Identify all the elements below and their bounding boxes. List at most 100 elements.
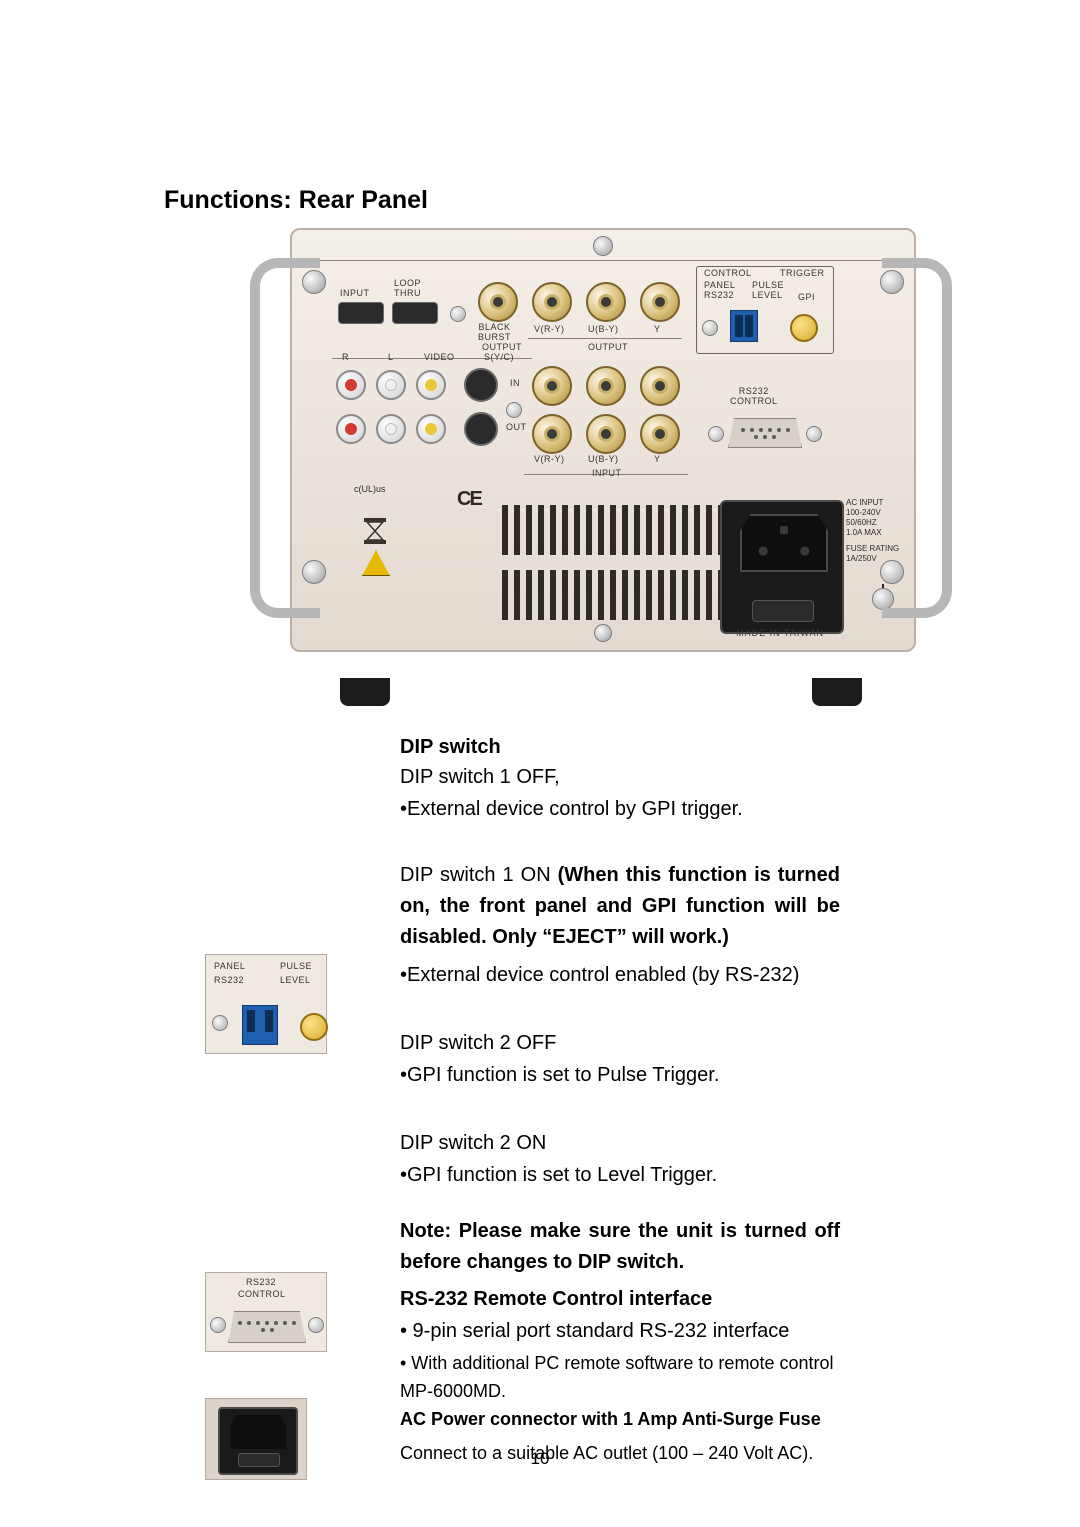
label-y2: Y [654,454,661,464]
dip2-off-bullet: •GPI function is set to Pulse Trigger. [400,1060,840,1091]
hazard-icon [362,550,390,576]
page: Functions: Rear Panel INPUT LOOP THRU BL… [0,0,1080,1527]
screw-icon [594,624,612,642]
bnc-connector [586,366,626,406]
vent-grill [502,570,732,620]
iec-socket-icon [230,1415,286,1449]
bnc-connector [640,282,680,322]
rca-yellow [416,370,446,400]
screw-icon [308,1317,324,1333]
screw-icon [708,426,724,442]
label-out: OUT [506,422,527,432]
label-panel: PANEL [214,961,245,971]
label-output2: OUTPUT [588,342,628,352]
foot-icon [812,678,862,706]
label-l: L [388,352,394,362]
bnc-connector [640,366,680,406]
screw-icon [702,320,718,336]
dip2-on: DIP switch 2 ON [400,1128,840,1159]
rca-white [376,414,406,444]
label-control: CONTROL [238,1289,286,1299]
iec-socket-icon [740,514,828,572]
hourglass-icon [358,516,392,546]
screw-icon [593,236,613,256]
ul-mark: c(UL)us [354,484,386,494]
screw-icon [806,426,822,442]
dip1-off: DIP switch 1 OFF, [400,762,840,793]
handle-icon [882,258,952,618]
label-black-burst: BLACK BURST [478,322,511,342]
screw-icon [506,402,522,418]
gpi-connector [300,1013,328,1041]
label-y: Y [654,324,661,334]
label-uby: U(B-Y) [588,324,619,334]
made-in-label: MADE IN TAIWAN [736,628,824,638]
dip-switch-icon [242,1005,278,1045]
dv-port [392,302,438,324]
bnc-connector [586,414,626,454]
handle-icon [250,258,320,618]
dip2-on-bullet: •GPI function is set to Level Trigger. [400,1160,840,1191]
rs232-heading: RS-232 Remote Control interface [400,1284,840,1315]
label-output: OUTPUT [482,342,522,352]
label-gpi: GPI [798,292,815,302]
label-rs232s: RS232 [704,290,734,300]
rs232-port [228,1311,306,1343]
dip1-on: DIP switch 1 ON (When this function is t… [400,860,840,953]
label-input: INPUT [340,288,370,298]
label-uby2: U(B-Y) [588,454,619,464]
screw-icon [210,1317,226,1333]
bnc-connector [532,282,572,322]
rs232-bullet-2: • With additional PC remote software to … [400,1350,840,1406]
label-control: CONTROL [704,268,752,278]
label-rs232: RS232 [214,975,244,985]
rs232-h-b: Control [552,1288,629,1310]
section-title: Functions: Rear Panel [164,186,428,215]
bnc-connector [532,414,572,454]
dip-switch-heading: DIP switch [400,732,840,763]
note: Note: Please make sure the unit is turne… [400,1216,840,1278]
label-panel: PANEL [704,280,735,290]
rca-white [376,370,406,400]
label-input-row: INPUT [592,468,622,478]
fuse-holder-icon [752,600,814,622]
svideo-connector [464,412,498,446]
label-vry2: V(R-Y) [534,454,565,464]
dip1-on-bullet: •External device control enabled (by RS-… [400,960,840,991]
label-in: IN [510,378,520,388]
foot-icon [340,678,390,706]
panel-chassis: INPUT LOOP THRU BLACK BURST OUTPUT V(R-Y… [290,228,916,652]
label-level: LEVEL [280,975,311,985]
rear-panel-figure: INPUT LOOP THRU BLACK BURST OUTPUT V(R-Y… [260,228,942,678]
rca-red [336,370,366,400]
label-pulse: PULSE [752,280,784,290]
inset-dip-switch: PANEL RS232 PULSE LEVEL [205,954,327,1054]
bnc-connector [478,282,518,322]
rs232-h-a: RS-232 Remote [400,1288,552,1310]
screw-icon [450,306,466,322]
dip-switch-icon [730,310,758,342]
label-pulse: PULSE [280,961,312,971]
bnc-connector [532,366,572,406]
label-trigger: TRIGGER [780,268,825,278]
rca-yellow [416,414,446,444]
ac-heading: AC Power connector with 1 Amp Anti-Surge… [400,1406,840,1434]
inset-rs232: RS232 CONTROL [205,1272,327,1352]
label-video: VIDEO [424,352,455,362]
label-r: R [342,352,349,362]
label-svc: S(Y/C) [484,352,514,362]
dv-port [338,302,384,324]
ac-inlet [720,500,844,634]
gpi-connector [790,314,818,342]
bnc-connector [640,414,680,454]
vent-grill [502,505,732,555]
dip1-off-bullet: •External device control by GPI trigger. [400,794,840,825]
label-loop-thru: LOOP THRU [394,278,421,298]
label-vry: V(R-Y) [534,324,565,334]
screw-icon [212,1015,228,1031]
page-number: 10 [0,1449,1080,1469]
rs232-bullet-1: • 9-pin serial port standard RS-232 inte… [400,1316,840,1347]
rs232-h-c: interface [629,1288,712,1310]
dip1-on-lead: DIP switch 1 ON [400,864,558,886]
label-rs232: RS232 [246,1277,276,1287]
